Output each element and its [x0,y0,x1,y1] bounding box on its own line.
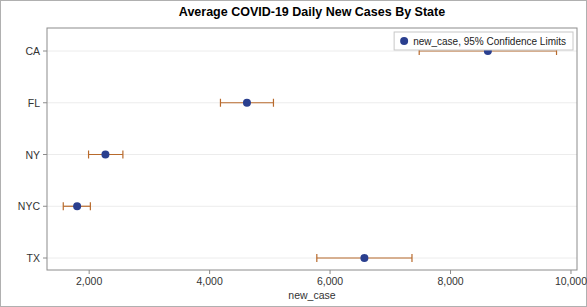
grid-line [47,154,577,155]
x-tick-label: 10,000 [555,275,587,287]
y-tick-label: CA [25,45,40,57]
x-tick-label: 8,000 [437,275,463,287]
plot-frame [47,28,577,270]
chart-border [1,1,587,307]
x-tick-label: 2,000 [76,275,102,287]
chart: Average COVID-19 Daily New Cases By Stat… [0,0,587,307]
point [360,254,368,262]
legend: new_case, 95% Confidence Limits [394,32,573,50]
x-tick [89,270,90,274]
marks [63,47,556,262]
point [101,151,109,159]
y-tick-label: FL [28,97,40,109]
legend-label: new_case, 95% Confidence Limits [413,36,566,47]
error-bar [89,151,123,159]
y-tick-label: TX [27,252,40,264]
error-bar [63,202,90,210]
grid-line [47,51,577,52]
y-tick [43,51,47,52]
point [243,99,251,107]
x-tick [450,270,451,274]
legend-box [394,32,573,50]
legend-marker [400,37,408,45]
x-tick-label: 6,000 [317,275,343,287]
error-bar [220,99,273,107]
point [73,202,81,210]
x-tick [209,270,210,274]
y-tick-label: NYC [18,200,41,212]
grid-line [47,206,577,207]
x-axis-title: new_case [288,289,335,301]
y-tick [43,258,47,259]
y-tick-label: NY [25,149,40,161]
y-tick [43,102,47,103]
error-bar [317,254,412,262]
x-tick [570,270,571,274]
x-tick-label: 4,000 [196,275,222,287]
y-tick [43,206,47,207]
grid-line [47,258,577,259]
grid-line [47,102,577,103]
x-tick [330,270,331,274]
title: Average COVID-19 Daily New Cases By Stat… [179,5,445,19]
y-tick [43,154,47,155]
